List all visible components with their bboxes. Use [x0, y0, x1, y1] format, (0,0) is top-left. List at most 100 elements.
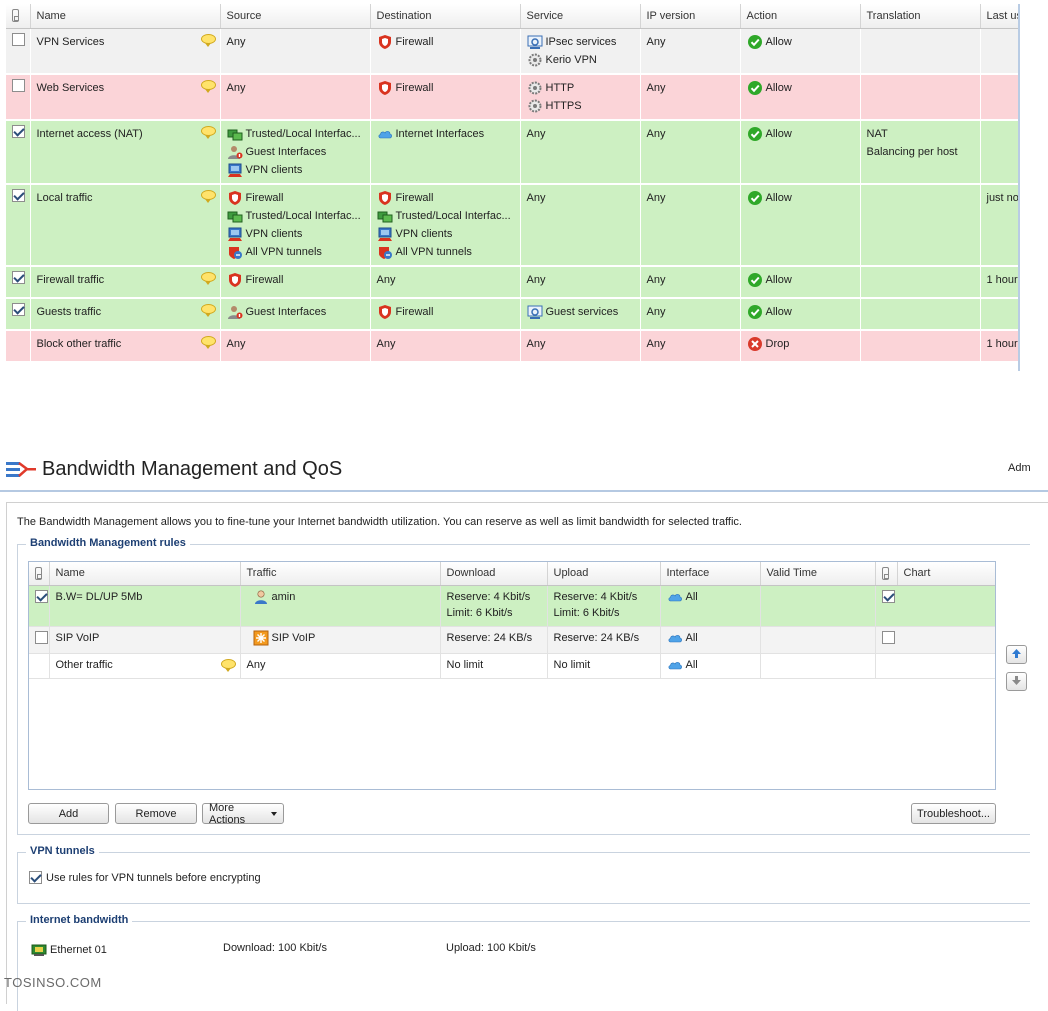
rule-destination-cell[interactable]: Firewall Trusted/Local Interfac... VPN cli…: [370, 184, 521, 267]
rule-translation-cell[interactable]: NAT Balancing per host: [860, 120, 981, 185]
destination-item[interactable]: VPN clients: [377, 225, 514, 243]
rule-ip-version-cell[interactable]: Any: [640, 120, 741, 185]
rule-ip-version-cell[interactable]: Any: [640, 74, 741, 121]
rule-enable-cell[interactable]: [6, 266, 31, 299]
bw-interface-cell[interactable]: All: [660, 653, 761, 679]
bw-valid-time-cell[interactable]: [760, 626, 876, 654]
destination-item[interactable]: All VPN tunnels: [377, 243, 514, 261]
bw-upload-cell[interactable]: Reserve: 4 Kbit/s Limit: 6 Kbit/s: [547, 585, 661, 627]
column-header-action[interactable]: Action: [740, 4, 861, 29]
rule-service-cell[interactable]: Guest services: [520, 298, 641, 331]
rule-service-cell[interactable]: HTTP HTTPS: [520, 74, 641, 121]
rule-destination-cell[interactable]: Firewall: [370, 74, 521, 121]
rule-enable-cell[interactable]: [6, 28, 31, 75]
destination-item[interactable]: Firewall: [377, 79, 514, 97]
bw-enable-cell[interactable]: [29, 626, 50, 654]
destination-item[interactable]: Any: [377, 335, 514, 353]
bw-column-header-name[interactable]: Name: [49, 562, 241, 586]
bw-traffic-cell[interactable]: SIP VoIP: [240, 626, 441, 654]
rule-enable-cell[interactable]: [6, 120, 31, 185]
bw-chart-checkbox[interactable]: [881, 631, 895, 644]
rule-source-cell[interactable]: Any: [220, 28, 371, 75]
rule-service-cell[interactable]: Any: [520, 120, 641, 185]
rule-translation-cell[interactable]: [860, 298, 981, 331]
rule-service-cell[interactable]: Any: [520, 184, 641, 267]
rule-name-cell[interactable]: Web Services: [30, 74, 221, 121]
source-item[interactable]: Trusted/Local Interfac...: [227, 207, 364, 225]
column-header-source[interactable]: Source: [220, 4, 371, 29]
bw-chart-cell[interactable]: [875, 626, 897, 654]
rule-destination-cell[interactable]: Internet Interfaces: [370, 120, 521, 185]
table-row[interactable]: Firewall traffic Firewall Any Any Any Allow 1 …: [6, 266, 1018, 299]
rule-source-cell[interactable]: Any: [220, 74, 371, 121]
bw-name-cell[interactable]: Other traffic: [49, 653, 241, 679]
rule-ip-version-cell[interactable]: Any: [640, 330, 741, 363]
rule-action-cell[interactable]: Drop: [740, 330, 861, 363]
column-header-translation[interactable]: Translation: [860, 4, 981, 29]
rule-enable-cell[interactable]: [6, 298, 31, 331]
bw-download-cell[interactable]: No limit: [440, 653, 548, 679]
rule-name-cell[interactable]: Local traffic: [30, 184, 221, 267]
source-item[interactable]: Any: [227, 79, 364, 97]
service-item[interactable]: IPsec services: [527, 33, 634, 51]
more-actions-button[interactable]: More Actions: [202, 802, 284, 826]
bw-column-header-download[interactable]: Download: [440, 562, 548, 586]
rule-translation-cell[interactable]: [860, 74, 981, 121]
source-item[interactable]: VPN clients: [227, 225, 364, 243]
rule-source-cell[interactable]: Firewall: [220, 266, 371, 299]
bw-traffic-cell[interactable]: amin: [240, 585, 441, 627]
comment-icon[interactable]: [200, 336, 216, 349]
source-item[interactable]: Guest Interfaces: [227, 303, 364, 321]
vpn-rules-label[interactable]: Use rules for VPN tunnels before encrypt…: [46, 871, 261, 884]
rule-name-cell[interactable]: Guests traffic: [30, 298, 221, 331]
bw-chart-toggle-header[interactable]: [875, 562, 898, 586]
comment-icon[interactable]: [200, 126, 216, 139]
table-row[interactable]: Other traffic Any No limit No limit All: [29, 653, 995, 679]
move-up-button[interactable]: [1006, 645, 1027, 664]
destination-item[interactable]: Firewall: [377, 303, 514, 321]
service-item[interactable]: HTTPS: [527, 97, 634, 115]
rule-name-cell[interactable]: Firewall traffic: [30, 266, 221, 299]
rule-enable-checkbox[interactable]: [12, 32, 25, 46]
service-item[interactable]: Kerio VPN: [527, 51, 634, 69]
rule-enable-checkbox[interactable]: [12, 189, 25, 202]
bw-name-cell[interactable]: SIP VoIP: [49, 626, 241, 654]
bw-enable-cell[interactable]: [29, 585, 50, 627]
remove-button[interactable]: Remove: [115, 803, 197, 824]
vpn-rules-checkbox[interactable]: [29, 871, 42, 884]
rule-service-cell[interactable]: IPsec services Kerio VPN: [520, 28, 641, 75]
bw-column-header-interface[interactable]: Interface: [660, 562, 761, 586]
service-item[interactable]: Any: [527, 335, 634, 353]
bw-download-cell[interactable]: Reserve: 4 Kbit/s Limit: 6 Kbit/s: [440, 585, 548, 627]
rule-enable-checkbox[interactable]: [12, 125, 25, 138]
rule-action-cell[interactable]: Allow: [740, 298, 861, 331]
rule-enable-cell[interactable]: [6, 74, 31, 121]
table-row[interactable]: Internet access (NAT) Trusted/Local Inter…: [6, 120, 1018, 185]
rule-ip-version-cell[interactable]: Any: [640, 184, 741, 267]
rule-enable-checkbox[interactable]: [12, 79, 25, 92]
rule-translation-cell[interactable]: [860, 330, 981, 363]
destination-item[interactable]: Internet Interfaces: [377, 125, 514, 143]
service-item[interactable]: Any: [527, 189, 634, 207]
troubleshoot-button[interactable]: Troubleshoot...: [911, 803, 996, 824]
source-item[interactable]: Firewall: [227, 271, 364, 289]
bw-valid-time-cell[interactable]: [760, 653, 876, 679]
rule-source-cell[interactable]: Guest Interfaces: [220, 298, 371, 331]
rule-name-cell[interactable]: Block other traffic: [30, 330, 221, 363]
bw-chart-cell[interactable]: [875, 653, 897, 679]
bw-enable-cell[interactable]: [29, 653, 50, 679]
table-row[interactable]: Local traffic Firewall Trusted/Local Inter…: [6, 184, 1018, 267]
rule-action-cell[interactable]: Allow: [740, 266, 861, 299]
bw-upload-cell[interactable]: Reserve: 24 KB/s: [547, 626, 661, 654]
rule-ip-version-cell[interactable]: Any: [640, 28, 741, 75]
table-row[interactable]: Guests traffic Guest Interfaces Firewall Gu…: [6, 298, 1018, 331]
bw-chart-cell[interactable]: [875, 585, 897, 627]
source-item[interactable]: Any: [227, 335, 364, 353]
service-item[interactable]: Any: [527, 125, 634, 143]
bw-enable-column-header[interactable]: [29, 562, 50, 586]
table-row[interactable]: B.W= DL/UP 5Mb amin Reserve: 4 Kbit/s Limit…: [29, 585, 995, 627]
rule-translation-cell[interactable]: [860, 28, 981, 75]
bw-column-header-valid-time[interactable]: Valid Time: [760, 562, 876, 586]
column-header-service[interactable]: Service: [520, 4, 641, 29]
bw-column-header-upload[interactable]: Upload: [547, 562, 661, 586]
